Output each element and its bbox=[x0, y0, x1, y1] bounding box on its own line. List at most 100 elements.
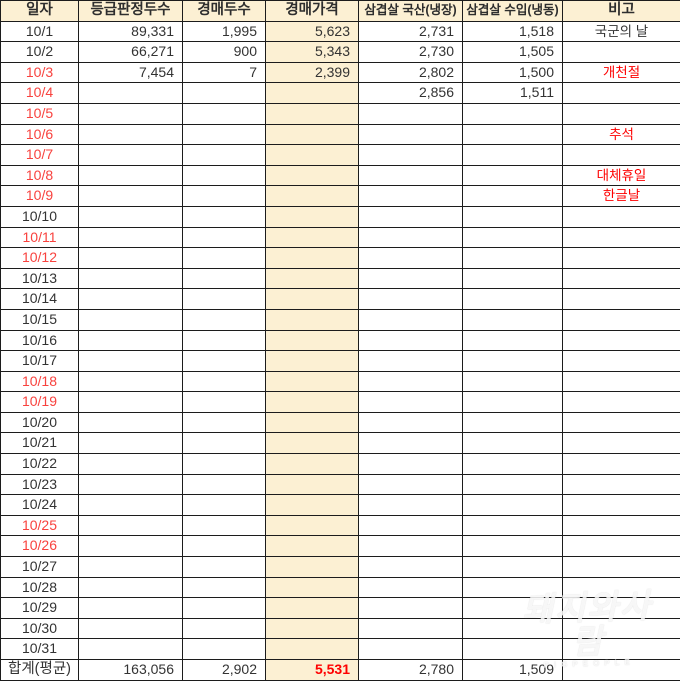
auction-price-cell bbox=[265, 123, 359, 146]
date-cell: 10/30 bbox=[0, 617, 79, 640]
remark-cell bbox=[562, 617, 680, 640]
date-cell: 10/15 bbox=[0, 308, 79, 331]
value-cell bbox=[78, 432, 183, 455]
date-cell: 10/21 bbox=[0, 432, 79, 455]
table-body: 10/1 89,331 1,995 5,623 2,731 1,518 국군의 날 10/2 6… bbox=[0, 20, 680, 681]
header-remark: 비고 bbox=[562, 0, 680, 22]
value-cell bbox=[78, 329, 183, 352]
remark-cell bbox=[562, 144, 680, 166]
auction-price-cell bbox=[265, 453, 359, 475]
date-cell: 10/2 bbox=[0, 41, 79, 63]
value-cell bbox=[78, 144, 183, 166]
table-row: 10/2 66,271 900 5,343 2,730 1,505 bbox=[0, 41, 680, 63]
value-cell bbox=[78, 123, 183, 146]
value-cell bbox=[78, 494, 183, 516]
value-cell bbox=[78, 267, 183, 290]
table-row: 10/20 bbox=[0, 411, 680, 434]
header-date: 일자 bbox=[0, 0, 79, 22]
value-cell bbox=[462, 535, 563, 558]
value-cell bbox=[182, 164, 266, 187]
value-cell bbox=[462, 597, 563, 619]
auction-price-cell bbox=[265, 329, 359, 352]
table-row: 10/12 bbox=[0, 247, 680, 269]
value-cell bbox=[182, 288, 266, 310]
date-cell: 10/10 bbox=[0, 205, 79, 228]
total-value-cell: 2,902 bbox=[182, 659, 266, 681]
remark-cell bbox=[562, 102, 680, 125]
table-row: 10/22 bbox=[0, 453, 680, 475]
value-cell bbox=[78, 164, 183, 187]
total-auction-price-cell: 5,531 bbox=[265, 659, 359, 681]
table-row: 10/24 bbox=[0, 494, 680, 516]
date-cell: 10/22 bbox=[0, 453, 79, 475]
value-cell bbox=[182, 453, 266, 475]
remark-cell bbox=[562, 391, 680, 413]
value-cell: 1,995 bbox=[182, 20, 266, 43]
auction-price-cell bbox=[265, 308, 359, 331]
value-cell bbox=[462, 556, 563, 578]
value-cell bbox=[78, 102, 183, 125]
auction-price-cell bbox=[265, 350, 359, 372]
value-cell bbox=[462, 473, 563, 496]
auction-price-cell bbox=[265, 164, 359, 187]
auction-price-cell bbox=[265, 144, 359, 166]
auction-price-cell bbox=[265, 267, 359, 290]
value-cell bbox=[78, 556, 183, 578]
value-cell: 89,331 bbox=[78, 20, 183, 43]
auction-price-cell bbox=[265, 185, 359, 207]
remark-cell bbox=[562, 350, 680, 372]
value-cell bbox=[182, 82, 266, 104]
value-cell bbox=[78, 514, 183, 537]
value-cell bbox=[78, 288, 183, 310]
value-cell bbox=[78, 185, 183, 207]
auction-price-cell: 5,343 bbox=[265, 41, 359, 63]
auction-price-cell bbox=[265, 226, 359, 249]
remark-cell: 추석 bbox=[562, 123, 680, 146]
date-cell: 10/3 bbox=[0, 61, 79, 84]
value-cell bbox=[182, 226, 266, 249]
value-cell bbox=[462, 185, 563, 207]
value-cell bbox=[78, 535, 183, 558]
value-cell bbox=[462, 514, 563, 537]
total-remark-cell bbox=[562, 659, 680, 681]
value-cell bbox=[358, 267, 463, 290]
value-cell bbox=[462, 123, 563, 146]
remark-cell bbox=[562, 267, 680, 290]
value-cell bbox=[462, 164, 563, 187]
date-cell: 10/20 bbox=[0, 411, 79, 434]
value-cell bbox=[462, 576, 563, 599]
value-cell bbox=[358, 514, 463, 537]
auction-price-cell bbox=[265, 288, 359, 310]
remark-cell bbox=[562, 288, 680, 310]
value-cell bbox=[78, 247, 183, 269]
table-row: 10/21 bbox=[0, 432, 680, 455]
remark-cell: 개천절 bbox=[562, 61, 680, 84]
value-cell bbox=[358, 123, 463, 146]
value-cell bbox=[182, 473, 266, 496]
value-cell bbox=[358, 576, 463, 599]
date-cell: 10/26 bbox=[0, 535, 79, 558]
table-row: 10/16 bbox=[0, 329, 680, 352]
total-value-cell: 163,056 bbox=[78, 659, 183, 681]
remark-cell bbox=[562, 411, 680, 434]
auction-price-cell bbox=[265, 432, 359, 455]
date-cell: 10/29 bbox=[0, 597, 79, 619]
value-cell bbox=[462, 411, 563, 434]
value-cell bbox=[182, 514, 266, 537]
value-cell bbox=[358, 494, 463, 516]
value-cell bbox=[78, 205, 183, 228]
value-cell bbox=[358, 617, 463, 640]
auction-price-cell bbox=[265, 556, 359, 578]
value-cell bbox=[182, 556, 266, 578]
value-cell bbox=[462, 247, 563, 269]
value-cell bbox=[462, 308, 563, 331]
table-row: 10/30 bbox=[0, 617, 680, 640]
value-cell bbox=[182, 535, 266, 558]
remark-cell: 한글날 bbox=[562, 185, 680, 207]
date-cell: 10/6 bbox=[0, 123, 79, 146]
value-cell bbox=[78, 350, 183, 372]
remark-cell bbox=[562, 370, 680, 393]
value-cell bbox=[78, 308, 183, 331]
value-cell bbox=[462, 267, 563, 290]
auction-price-cell bbox=[265, 638, 359, 660]
